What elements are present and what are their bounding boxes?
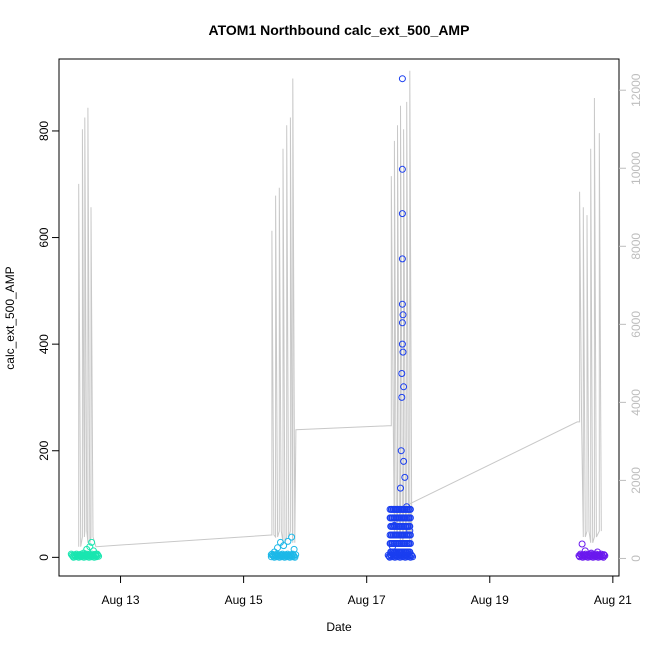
data-point — [290, 552, 298, 560]
y2-tick-label: 0 — [629, 555, 643, 562]
data-point — [403, 503, 411, 511]
data-point — [398, 75, 406, 83]
y2-tick-label: 2000 — [629, 467, 643, 494]
data-point — [406, 531, 414, 539]
y-tick-label: 200 — [37, 440, 51, 460]
data-point — [406, 527, 414, 535]
y-axis-label: calc_ext_500_AMP — [3, 266, 17, 369]
y-tick-label: 0 — [37, 554, 51, 561]
plot-frame — [58, 58, 620, 577]
data-point — [406, 540, 414, 547]
data-point — [274, 544, 281, 552]
data-point — [389, 543, 396, 551]
y2-tick-label: 8000 — [629, 233, 643, 260]
x-tick-label: Aug 13 — [102, 593, 140, 607]
data-point — [400, 383, 408, 391]
data-point — [290, 545, 298, 553]
data-point — [398, 300, 406, 308]
y2-tick-label: 6000 — [629, 311, 643, 338]
data-point — [88, 538, 96, 546]
secondary-series-line — [78, 70, 602, 548]
data-point — [578, 540, 586, 548]
data-point — [92, 550, 100, 558]
line-layer — [78, 70, 602, 548]
data-point — [581, 547, 589, 555]
y2-tick-label: 10000 — [629, 151, 643, 185]
chart-title: ATOM1 Northbound calc_ext_500_AMP — [209, 22, 470, 38]
data-point — [401, 473, 409, 481]
data-point — [398, 370, 406, 377]
x-axis: Aug 13 Aug 15 Aug 17 Aug 19 Aug 21 — [102, 576, 632, 607]
data-point — [288, 533, 296, 541]
x-tick-label: Aug 19 — [471, 593, 509, 607]
x-tick-label: Aug 21 — [594, 593, 632, 607]
x-tick-label: Aug 15 — [225, 593, 263, 607]
x-tick-label: Aug 17 — [348, 593, 386, 607]
data-point — [406, 522, 414, 530]
data-point — [400, 457, 408, 465]
data-point — [406, 514, 414, 522]
data-point — [397, 484, 404, 492]
data-point — [399, 311, 407, 319]
data-point — [406, 548, 414, 556]
point-layer — [67, 75, 609, 561]
data-point — [399, 348, 407, 356]
y-axis: 0 200 400 600 800 — [37, 121, 59, 561]
data-point — [594, 548, 601, 556]
data-point — [397, 447, 405, 455]
data-point — [398, 210, 406, 218]
data-point — [398, 319, 406, 327]
y-tick-label: 400 — [37, 334, 51, 354]
data-point — [394, 505, 401, 513]
data-point — [398, 393, 406, 401]
data-point — [398, 165, 406, 173]
data-point — [601, 552, 609, 560]
y-tick-label: 800 — [37, 121, 51, 141]
y2-tick-label: 12000 — [629, 73, 643, 107]
y2-tick-label: 4000 — [629, 389, 643, 416]
data-point — [390, 521, 398, 529]
data-point — [86, 543, 94, 551]
data-point — [398, 340, 406, 348]
y2-axis: 0 2000 4000 6000 8000 10000 12000 — [619, 73, 643, 562]
y-tick-label: 600 — [37, 227, 51, 247]
data-point — [398, 255, 406, 263]
data-point — [280, 542, 288, 550]
x-axis-label: Date — [326, 620, 352, 634]
data-point — [284, 537, 292, 545]
data-point — [600, 551, 608, 559]
